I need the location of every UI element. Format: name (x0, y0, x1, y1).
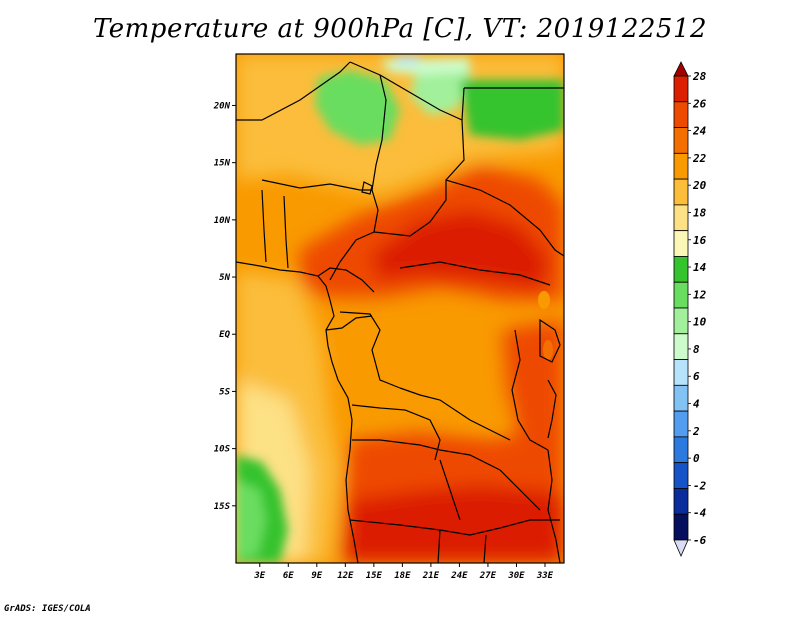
colorbar-label: 24 (692, 125, 707, 138)
colorbar-label: 8 (693, 343, 700, 356)
grads-credit: GrADS: IGES/COLA (4, 604, 91, 614)
lon-tick-label: 15E (366, 571, 383, 581)
colorbar-label: -2 (693, 479, 707, 492)
colorbar-label: 26 (692, 97, 707, 110)
colorbar-label: 20 (692, 179, 707, 192)
lat-tick-label: 5S (219, 387, 230, 397)
colorbar-segment (673, 204, 689, 232)
temperature-field (236, 54, 564, 563)
lat-tick-label: 15S (214, 502, 231, 512)
colorbar-segment (673, 127, 689, 154)
colorbar-segment (673, 307, 689, 335)
lat-tick-label: 5N (219, 273, 230, 283)
colorbar-label: 28 (692, 70, 707, 83)
colorbar-label: 18 (693, 206, 707, 219)
lon-tick-label: 12E (337, 571, 354, 581)
colorbar-segment (673, 152, 689, 180)
lon-tick-label: 18E (394, 571, 411, 581)
colorbar-segment (673, 513, 689, 541)
colorbar-over-triangle (673, 61, 689, 77)
colorbar-label: 6 (693, 370, 700, 383)
colorbar-label: 12 (693, 288, 707, 301)
lon-tick-label: 6E (283, 571, 294, 581)
colorbar-label: 2 (692, 425, 700, 438)
lat-tick-label: 15N (214, 159, 231, 169)
colorbar-segment (673, 178, 689, 206)
lon-tick-label: 9E (311, 571, 322, 581)
colorbar-label: 22 (692, 152, 707, 165)
colorbar-segment (673, 359, 689, 386)
colorbar-under-triangle (673, 539, 689, 557)
colorbar-label: 10 (693, 316, 707, 329)
map-frame (235, 53, 565, 564)
lat-tick-label: 20N (213, 101, 231, 111)
colorbar-label: 0 (693, 452, 700, 465)
lat-tick-label: 10S (214, 445, 231, 455)
lat-tick-label: 10N (214, 216, 231, 226)
colorbar-segment (673, 333, 689, 360)
colorbar-segment (673, 101, 689, 128)
lon-tick-label: 27E (479, 571, 497, 581)
colorbar-segment (673, 281, 689, 309)
colorbar-segment (673, 410, 689, 438)
lon-tick-label: 21E (422, 571, 440, 581)
longitude-axis: 3E 6E 9E 12E 15E 18E 21E 24E 27E 30E 33E (253, 563, 554, 581)
colorbar-label: 4 (693, 398, 700, 411)
colorbar-segment (673, 462, 689, 489)
colorbar-label: -6 (693, 534, 707, 547)
lon-tick-label: 30E (507, 571, 525, 581)
colorbar-segment (673, 488, 689, 515)
colorbar-label: 14 (693, 261, 707, 274)
colorbar-segment (673, 230, 689, 257)
colorbar-segment (673, 436, 689, 464)
latitude-axis: 20N 15N 10N 5N EQ 5S 10S 15S (213, 101, 236, 512)
lon-tick-label: 24E (450, 571, 468, 581)
lat-tick-label: EQ (219, 330, 230, 340)
lon-tick-label: 33E (536, 571, 554, 581)
colorbar-label: 16 (693, 234, 707, 247)
lon-tick-label: 3E (253, 571, 265, 581)
colorbar-segment (673, 75, 689, 103)
colorbar-label: -4 (693, 507, 707, 520)
borders (236, 61, 564, 563)
colorbar-segment (673, 384, 689, 412)
map-title: Temperature at 900hPa [C], VT: 201912251… (92, 14, 708, 44)
colorbar-segment (673, 256, 689, 283)
